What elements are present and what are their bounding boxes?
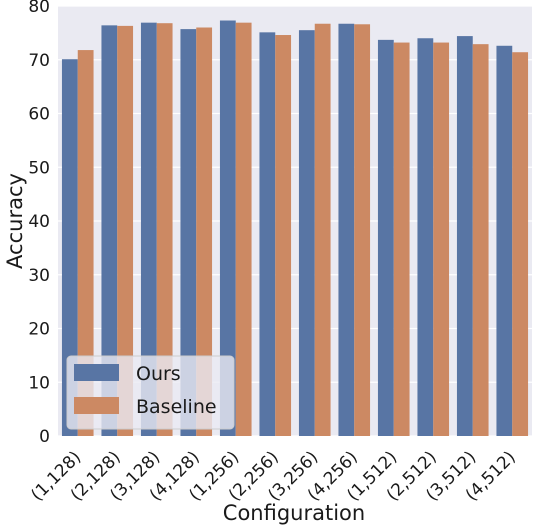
legend-swatch-ours bbox=[74, 364, 119, 381]
bar-baseline-11 bbox=[472, 44, 489, 436]
y-axis: 0 10 20 30 40 50 60 70 80 bbox=[28, 0, 50, 447]
bar-ours-8 bbox=[338, 23, 355, 437]
y-tick-label: 50 bbox=[28, 158, 50, 178]
bar-ours-5 bbox=[219, 20, 236, 436]
x-axis: (1,128)(2,128)(3,128)(4,128)(1,256)(2,25… bbox=[27, 447, 519, 505]
bar-baseline-3 bbox=[156, 23, 173, 436]
bar-ours-7 bbox=[298, 30, 315, 436]
bar-ours-12 bbox=[496, 45, 513, 437]
bar-baseline-2 bbox=[117, 25, 134, 436]
y-tick-label: 20 bbox=[28, 320, 50, 340]
bar-baseline-5 bbox=[235, 22, 252, 436]
legend-label-ours: Ours bbox=[136, 363, 181, 385]
y-tick-label: 60 bbox=[28, 105, 50, 125]
bar-baseline-6 bbox=[275, 35, 292, 437]
y-tick-label: 80 bbox=[28, 0, 50, 17]
bar-baseline-1 bbox=[77, 50, 94, 436]
bar-ours-3 bbox=[140, 22, 157, 436]
bar-ours-2 bbox=[101, 25, 118, 436]
y-tick-label: 70 bbox=[28, 51, 50, 71]
bar-ours-6 bbox=[259, 32, 276, 437]
bar-ours-1 bbox=[61, 59, 78, 437]
y-tick-label: 40 bbox=[28, 212, 50, 232]
bar-ours-4 bbox=[180, 29, 197, 437]
grid-lines bbox=[58, 5, 532, 437]
x-axis-label: Configuration bbox=[223, 501, 365, 525]
y-axis-label: Accuracy bbox=[3, 173, 27, 269]
bar-baseline-9 bbox=[393, 42, 410, 437]
y-tick-label: 30 bbox=[28, 266, 50, 286]
bar-ours-10 bbox=[417, 38, 434, 436]
bar-ours-9 bbox=[377, 39, 394, 437]
y-tick-label: 10 bbox=[28, 373, 50, 393]
y-tick-label: 0 bbox=[39, 427, 50, 447]
bar-baseline-12 bbox=[512, 52, 529, 436]
bars bbox=[61, 20, 529, 437]
legend-label-baseline: Baseline bbox=[136, 396, 217, 418]
bar-baseline-8 bbox=[354, 24, 371, 437]
bar-baseline-7 bbox=[314, 23, 331, 437]
bar-ours-11 bbox=[456, 36, 473, 436]
bar-baseline-4 bbox=[196, 27, 213, 436]
legend-swatch-baseline bbox=[74, 397, 119, 414]
bar-baseline-10 bbox=[433, 42, 450, 437]
legend: Ours Baseline bbox=[66, 355, 235, 430]
